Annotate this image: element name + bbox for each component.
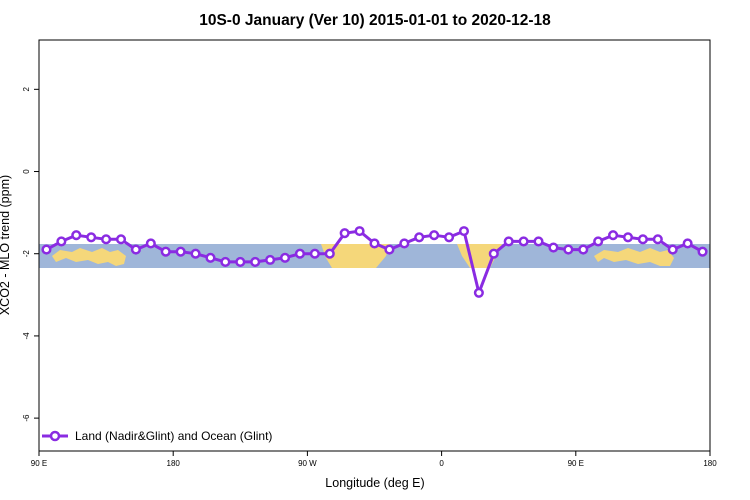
data-point xyxy=(56,236,67,247)
chart-title: 10S-0 January (Ver 10) 2015-01-01 to 202… xyxy=(199,12,551,29)
y-tick-label: -4 xyxy=(22,332,31,340)
land-australia-east xyxy=(594,248,674,266)
data-point xyxy=(279,252,291,263)
data-point xyxy=(205,252,216,263)
data-point xyxy=(578,244,589,255)
data-point xyxy=(71,230,82,241)
data-point xyxy=(369,238,380,249)
data-point xyxy=(473,287,484,298)
data-point xyxy=(444,232,455,243)
x-tick-label: 0 xyxy=(439,459,444,468)
data-point xyxy=(115,234,127,245)
data-point xyxy=(41,244,52,255)
x-axis: 90 E 180 90 W 0 90 E 180 xyxy=(31,451,717,468)
data-point xyxy=(414,232,425,243)
y-axis: 2 0 -2 -4 -6 xyxy=(22,87,39,422)
data-point xyxy=(399,238,410,249)
data-point xyxy=(608,230,619,241)
data-point xyxy=(429,230,440,241)
data-point xyxy=(339,228,350,239)
data-point xyxy=(145,238,156,249)
data-point xyxy=(384,244,395,255)
data-point xyxy=(324,248,335,259)
x-tick-label: 90 E xyxy=(568,459,584,468)
land-south-america xyxy=(321,244,390,268)
x-tick-label: 90 E xyxy=(31,459,47,468)
data-point xyxy=(86,232,97,243)
plot-frame xyxy=(38,39,711,452)
data-point xyxy=(533,236,544,247)
data-point xyxy=(190,248,201,259)
legend-label: Land (Nadir&Glint) and Ocean (Glint) xyxy=(75,429,272,443)
data-point xyxy=(309,248,320,259)
data-point xyxy=(548,242,559,253)
data-point xyxy=(130,244,141,255)
data-point xyxy=(354,226,365,237)
x-tick-label: 180 xyxy=(167,459,181,468)
data-point xyxy=(667,244,678,255)
y-tick-label: -2 xyxy=(22,250,31,258)
data-point xyxy=(652,234,663,245)
data-point xyxy=(503,236,514,247)
data-point xyxy=(250,256,261,267)
y-tick-label: -6 xyxy=(22,414,31,422)
x-tick-label: 90 W xyxy=(298,459,317,468)
data-point xyxy=(220,256,231,267)
data-point xyxy=(294,248,305,259)
series-layer xyxy=(41,226,708,298)
data-point xyxy=(622,232,634,243)
x-axis-label: Longitude (deg E) xyxy=(325,476,424,490)
data-point xyxy=(458,226,470,237)
land-australia-west xyxy=(52,248,126,266)
data-point xyxy=(637,234,648,245)
y-tick-label: 0 xyxy=(22,169,31,174)
data-point xyxy=(682,238,693,249)
data-point xyxy=(518,236,529,247)
legend: Land (Nadir&Glint) and Ocean (Glint) xyxy=(42,429,272,443)
legend-marker xyxy=(49,430,61,442)
y-axis-label: XCO2 - MLO trend (ppm) xyxy=(0,175,12,315)
data-point xyxy=(175,246,186,257)
x-tick-label: 180 xyxy=(703,459,717,468)
data-point xyxy=(488,248,499,259)
y-tick-label: 2 xyxy=(22,87,31,92)
data-point xyxy=(265,254,276,265)
data-point xyxy=(101,234,112,245)
data-point xyxy=(160,246,171,257)
data-point xyxy=(697,246,708,257)
data-point xyxy=(593,236,604,247)
data-point xyxy=(563,244,574,255)
data-point xyxy=(235,256,246,267)
